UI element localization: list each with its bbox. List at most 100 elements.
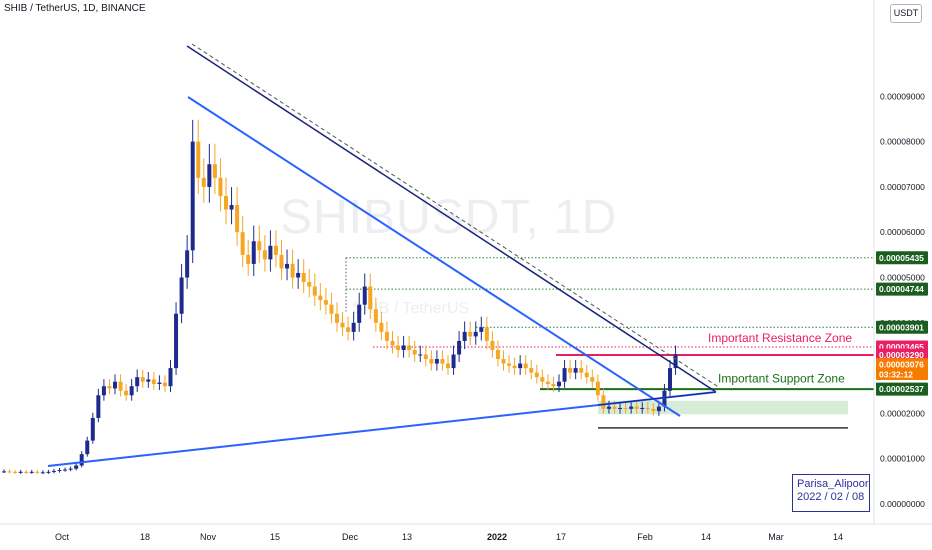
candle-body [240, 232, 245, 255]
y-tick-label: 0.00007000 [880, 182, 925, 192]
candle-body [279, 254, 284, 269]
x-tick-label: 13 [402, 532, 412, 542]
candle-body [423, 354, 428, 360]
candle-body [651, 408, 656, 412]
candle-body [512, 365, 517, 369]
candle-body [340, 322, 345, 328]
candle-body [51, 470, 56, 472]
price-label: 0.00002537 [879, 384, 924, 394]
candle-body [179, 277, 184, 314]
candle-body [545, 381, 550, 384]
price-label: 0.00003290 [879, 350, 924, 360]
candle-body [434, 359, 439, 364]
price-label-box [876, 382, 928, 396]
candle-body [135, 377, 140, 387]
x-tick-label: 18 [140, 532, 150, 542]
price-label-box [876, 358, 928, 372]
candle-body [85, 440, 90, 455]
price-label-box [876, 368, 928, 380]
candle-body [323, 300, 328, 305]
trendline-layer [47, 43, 721, 467]
x-tick-label: 2022 [487, 532, 507, 542]
candle-body [107, 386, 112, 389]
candle-body [74, 465, 79, 469]
candle-body [251, 241, 256, 264]
candle-body [390, 340, 395, 346]
candle-body [351, 322, 356, 332]
candle-body [262, 250, 267, 260]
candle-body [224, 195, 228, 210]
candle-body [246, 254, 251, 264]
candle-body [207, 164, 212, 187]
candle-body [140, 377, 145, 382]
candle-body [185, 250, 190, 278]
y-tick-label: 0.00001000 [880, 454, 925, 464]
candle-body [273, 245, 278, 255]
candle-body [490, 340, 495, 350]
candle-body [540, 377, 545, 382]
candle-body [640, 407, 645, 409]
price-label-box [876, 251, 928, 265]
candle-body [440, 359, 445, 364]
candle-body [96, 395, 101, 418]
candle-body [429, 359, 434, 364]
candle-body [373, 309, 378, 323]
candle-body [507, 363, 512, 366]
candle-body [401, 345, 406, 350]
candle-body [124, 390, 129, 396]
candle-body [235, 205, 240, 233]
price-label: 0.00004744 [879, 284, 924, 294]
x-tick-label: 17 [556, 532, 566, 542]
candle-body [568, 368, 573, 373]
candle-body [451, 354, 456, 369]
candle-body [562, 368, 567, 382]
candle-body [618, 407, 623, 409]
candle-body [157, 382, 162, 384]
candle-body [412, 349, 417, 355]
candle-body [523, 363, 528, 369]
candle-body [113, 381, 117, 389]
candle-body [384, 331, 389, 341]
candle-body [296, 272, 301, 278]
y-tick-label: 0.00005000 [880, 273, 925, 283]
price-label-box [876, 320, 928, 334]
candle-body [35, 471, 40, 473]
triangle-base [597, 391, 717, 406]
candle-body [601, 395, 606, 409]
candle-body [534, 372, 539, 378]
candle-body [668, 368, 672, 391]
candle-body [551, 383, 556, 387]
candle-body [68, 468, 73, 470]
candle-body [79, 454, 84, 466]
candles-layer [2, 119, 678, 474]
price-label: 0.00003901 [879, 322, 924, 332]
candle-body [634, 406, 639, 409]
candle-body [462, 331, 467, 341]
candle-body [90, 417, 95, 441]
resistance-zone-label: Important Resistance Zone [708, 331, 852, 345]
candle-body [40, 472, 45, 474]
currency-button[interactable]: USDT [890, 4, 922, 23]
price-label: 0.00003465 [879, 342, 924, 352]
candle-body [329, 304, 334, 314]
candle-body [268, 245, 273, 260]
time-axis: Oct 18 Nov 15 Dec 13 2022 17 Feb 14 Mar 14 [0, 523, 932, 542]
candle-body [629, 406, 634, 409]
candle-body [46, 471, 51, 473]
candle-body [151, 379, 156, 384]
x-tick-label: 15 [270, 532, 280, 542]
candle-body [446, 363, 450, 369]
signature-date: 2022 / 02 / 08 [797, 491, 865, 503]
price-label: 03:32:12 [879, 369, 913, 379]
candle-body [162, 382, 167, 387]
author-signature: Parisa_Alipoor 2022 / 02 / 08 [792, 474, 870, 512]
candle-body [190, 141, 195, 251]
support-zone-label: Important Support Zone [718, 372, 845, 386]
candle-body [579, 368, 584, 373]
x-tick-label: Mar [768, 532, 784, 542]
candle-body [201, 177, 206, 187]
descending-trendline [187, 96, 681, 417]
candle-body [335, 313, 339, 323]
candle-body [257, 241, 262, 251]
